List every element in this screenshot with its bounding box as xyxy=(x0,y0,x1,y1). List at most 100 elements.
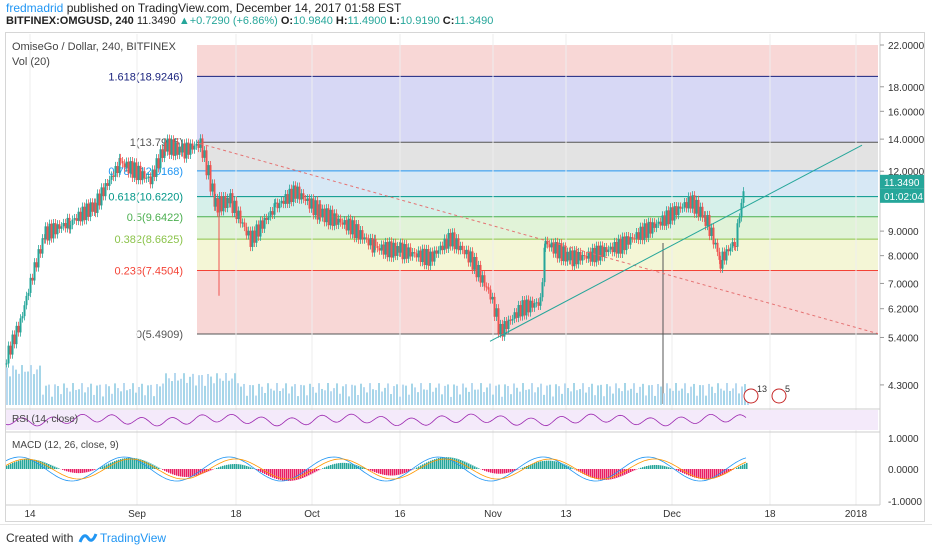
tradingview-brand[interactable]: TradingView xyxy=(100,531,166,545)
volume-bar xyxy=(729,391,731,405)
macd-histogram-bar xyxy=(170,469,172,474)
volume-bar xyxy=(360,384,362,405)
volume-bar xyxy=(555,384,557,405)
volume-bar xyxy=(9,376,11,405)
volume-bar xyxy=(579,389,581,405)
macd-histogram-bar xyxy=(394,469,396,475)
candle-body xyxy=(379,248,381,251)
tradingview-logo-icon[interactable] xyxy=(78,530,98,546)
candle-body xyxy=(124,163,126,167)
candle-body xyxy=(70,225,72,229)
candle-body xyxy=(74,218,76,220)
volume-bar xyxy=(375,390,377,405)
candle-body xyxy=(184,143,186,158)
macd-histogram-bar xyxy=(360,467,362,469)
candle-body xyxy=(454,232,456,249)
candle-body xyxy=(626,236,628,250)
candle-body xyxy=(385,242,387,255)
volume-bar xyxy=(117,388,119,405)
volume-bar xyxy=(549,385,551,405)
macd-histogram-bar xyxy=(386,469,388,475)
volume-bar xyxy=(528,389,530,405)
us-flag-event-icon[interactable] xyxy=(772,389,786,403)
candle-body xyxy=(238,211,240,219)
macd-histogram-bar xyxy=(12,463,14,469)
candle-body xyxy=(352,220,354,234)
candle-body xyxy=(702,207,704,218)
volume-bar xyxy=(213,383,215,405)
volume-bar xyxy=(267,383,269,405)
volume-bar xyxy=(621,391,623,405)
volume-bar xyxy=(93,395,95,405)
volume-bar xyxy=(414,387,416,405)
candle-body xyxy=(291,189,293,202)
macd-histogram-bar xyxy=(500,469,502,474)
volume-bar xyxy=(633,383,635,405)
volume-bar xyxy=(258,384,260,405)
macd-histogram-bar xyxy=(482,469,484,470)
rsi-label: RSI (14, close) xyxy=(12,414,78,425)
candle-body xyxy=(553,243,555,254)
candle-body xyxy=(705,215,707,226)
candle-body xyxy=(322,209,324,218)
volume-bar xyxy=(321,389,323,405)
candle-body xyxy=(524,300,526,315)
volume-bar xyxy=(516,388,518,405)
macd-histogram-bar xyxy=(272,469,274,478)
us-flag-event-icon[interactable] xyxy=(744,389,758,403)
candle-body xyxy=(512,319,514,321)
candle-body xyxy=(148,177,150,178)
volume-bar xyxy=(543,395,545,405)
volume-bar xyxy=(282,388,284,405)
candle-body xyxy=(530,301,532,313)
price-tick-label: 8.0000 xyxy=(888,252,919,263)
macd-histogram-bar xyxy=(14,462,16,469)
volume-bar xyxy=(264,393,266,405)
volume-bar xyxy=(465,388,467,405)
volume-bar xyxy=(288,393,290,405)
volume-bar xyxy=(498,385,500,405)
volume-bar xyxy=(228,381,230,405)
macd-histogram-bar xyxy=(660,465,662,469)
macd-histogram-bar xyxy=(274,469,276,478)
volume-bar xyxy=(99,385,101,405)
volume-bar xyxy=(645,395,647,405)
macd-histogram-bar xyxy=(10,464,12,469)
candle-body xyxy=(642,227,644,240)
macd-histogram-bar xyxy=(116,460,118,469)
candle-body xyxy=(86,204,88,221)
volume-bar xyxy=(330,391,332,405)
volume-bar xyxy=(591,384,593,405)
candle-body xyxy=(466,250,468,254)
volume-bar xyxy=(189,377,191,405)
volume-bar xyxy=(57,386,59,405)
candle-body xyxy=(45,226,47,239)
candle-body xyxy=(574,250,576,266)
macd-histogram-bar xyxy=(570,467,572,469)
candle-body xyxy=(739,217,741,223)
macd-histogram-bar xyxy=(6,466,8,469)
candle-body xyxy=(596,246,598,263)
candle-body xyxy=(424,249,426,265)
volume-bar xyxy=(333,388,335,405)
macd-histogram-bar xyxy=(746,463,748,469)
macd-histogram-bar xyxy=(478,468,480,469)
candle-body xyxy=(138,166,140,180)
candle-body xyxy=(40,249,42,253)
macd-histogram-bar xyxy=(428,461,430,469)
candle-body xyxy=(293,185,295,202)
macd-histogram-bar xyxy=(242,465,244,469)
macd-histogram-bar xyxy=(476,467,478,469)
candle-body xyxy=(458,238,460,250)
volume-bar xyxy=(582,383,584,405)
volume-bar xyxy=(111,394,113,405)
macd-histogram-bar xyxy=(536,462,538,469)
candle-body xyxy=(408,247,410,258)
macd-histogram-bar xyxy=(332,464,334,469)
macd-histogram-bar xyxy=(132,458,134,469)
volume-bar xyxy=(429,383,431,405)
candle-body xyxy=(307,198,309,201)
candle-body xyxy=(436,250,438,253)
macd-histogram-bar xyxy=(668,467,670,469)
